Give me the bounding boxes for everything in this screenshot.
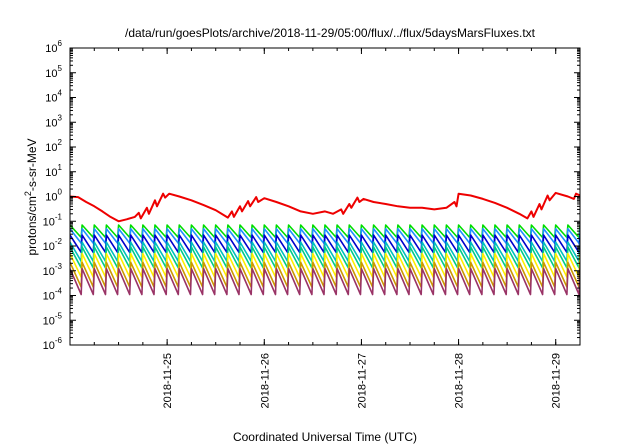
y-tick-label: 10-6 xyxy=(43,336,63,352)
y-tick-exp: 6 xyxy=(58,39,63,48)
series-line-9 xyxy=(70,267,580,296)
x-tick-label: 2018-11-27 xyxy=(356,353,368,408)
y-tick-base: 10 xyxy=(43,340,55,352)
x-tick-label: 2018-11-28 xyxy=(454,353,466,408)
y-tick-label: 103 xyxy=(45,113,62,129)
y-label-sup: 2 xyxy=(23,191,33,196)
y-tick-label: 101 xyxy=(45,163,62,179)
series-line-4 xyxy=(70,234,580,254)
plot-frame xyxy=(69,47,581,346)
y-tick-exp: 2 xyxy=(58,138,63,147)
series-line-5 xyxy=(70,241,580,263)
y-tick-exp: -4 xyxy=(55,287,63,296)
y-axis-ticks: 10-610-510-410-310-210-11001011021031041… xyxy=(43,39,580,352)
y-tick-base: 10 xyxy=(45,68,57,80)
y-tick-base: 10 xyxy=(43,216,55,228)
y-tick-base: 10 xyxy=(45,117,57,129)
y-tick-label: 10-2 xyxy=(43,237,63,253)
series-line-2 xyxy=(70,224,580,239)
y-tick-label: 100 xyxy=(45,188,62,204)
y-tick-base: 10 xyxy=(43,315,55,327)
y-label-rest: -s-sr-MeV xyxy=(25,138,39,191)
y-tick-base: 10 xyxy=(45,142,57,154)
series-line-1 xyxy=(70,191,580,223)
y-tick-exp: 3 xyxy=(58,113,63,122)
y-tick-base: 10 xyxy=(45,192,57,204)
y-tick-label: 106 xyxy=(45,39,62,55)
series-line-8 xyxy=(70,261,580,288)
y-tick-base: 10 xyxy=(45,43,57,55)
y-axis-label: protons/cm2-s-sr-MeV xyxy=(23,138,39,255)
y-tick-exp: -3 xyxy=(55,262,63,271)
series-line-7 xyxy=(70,252,580,278)
chart-title: /data/run/goesPlots/archive/2018-11-29/0… xyxy=(125,26,536,40)
y-tick-label: 102 xyxy=(45,138,62,154)
y-tick-label: 10-4 xyxy=(43,287,63,303)
series-line-3 xyxy=(70,228,580,244)
y-tick-exp: 0 xyxy=(58,188,63,197)
y-tick-exp: -5 xyxy=(55,311,63,320)
y-label-base: protons/cm xyxy=(25,196,39,255)
y-tick-exp: 5 xyxy=(58,64,63,73)
y-tick-exp: 4 xyxy=(58,89,63,98)
x-tick-label: 2018-11-29 xyxy=(551,353,563,408)
x-tick-label: 2018-11-26 xyxy=(259,353,271,408)
y-tick-base: 10 xyxy=(45,93,57,105)
series-layer xyxy=(70,191,580,296)
y-tick-exp: -2 xyxy=(55,237,63,246)
y-tick-label: 104 xyxy=(45,89,62,105)
y-tick-base: 10 xyxy=(43,266,55,278)
y-tick-label: 105 xyxy=(45,64,62,80)
x-axis-label: Coordinated Universal Time (UTC) xyxy=(233,430,417,444)
plot-area xyxy=(69,47,581,346)
y-tick-exp: 1 xyxy=(58,163,63,172)
x-axis-ticks: 2018-11-25 2018-11-26 2018-11-27 2018-11-28… xyxy=(93,48,563,408)
y-tick-base: 10 xyxy=(43,241,55,253)
y-tick-label: 10-1 xyxy=(43,212,63,228)
y-tick-base: 10 xyxy=(45,167,57,179)
series-line-6 xyxy=(70,246,580,269)
x-tick-label: 2018-11-25 xyxy=(162,353,174,408)
y-tick-label: 10-5 xyxy=(43,311,63,327)
y-tick-base: 10 xyxy=(43,291,55,303)
y-tick-label: 10-3 xyxy=(43,262,63,278)
y-tick-exp: -6 xyxy=(55,336,63,345)
y-tick-exp: -1 xyxy=(55,212,63,221)
